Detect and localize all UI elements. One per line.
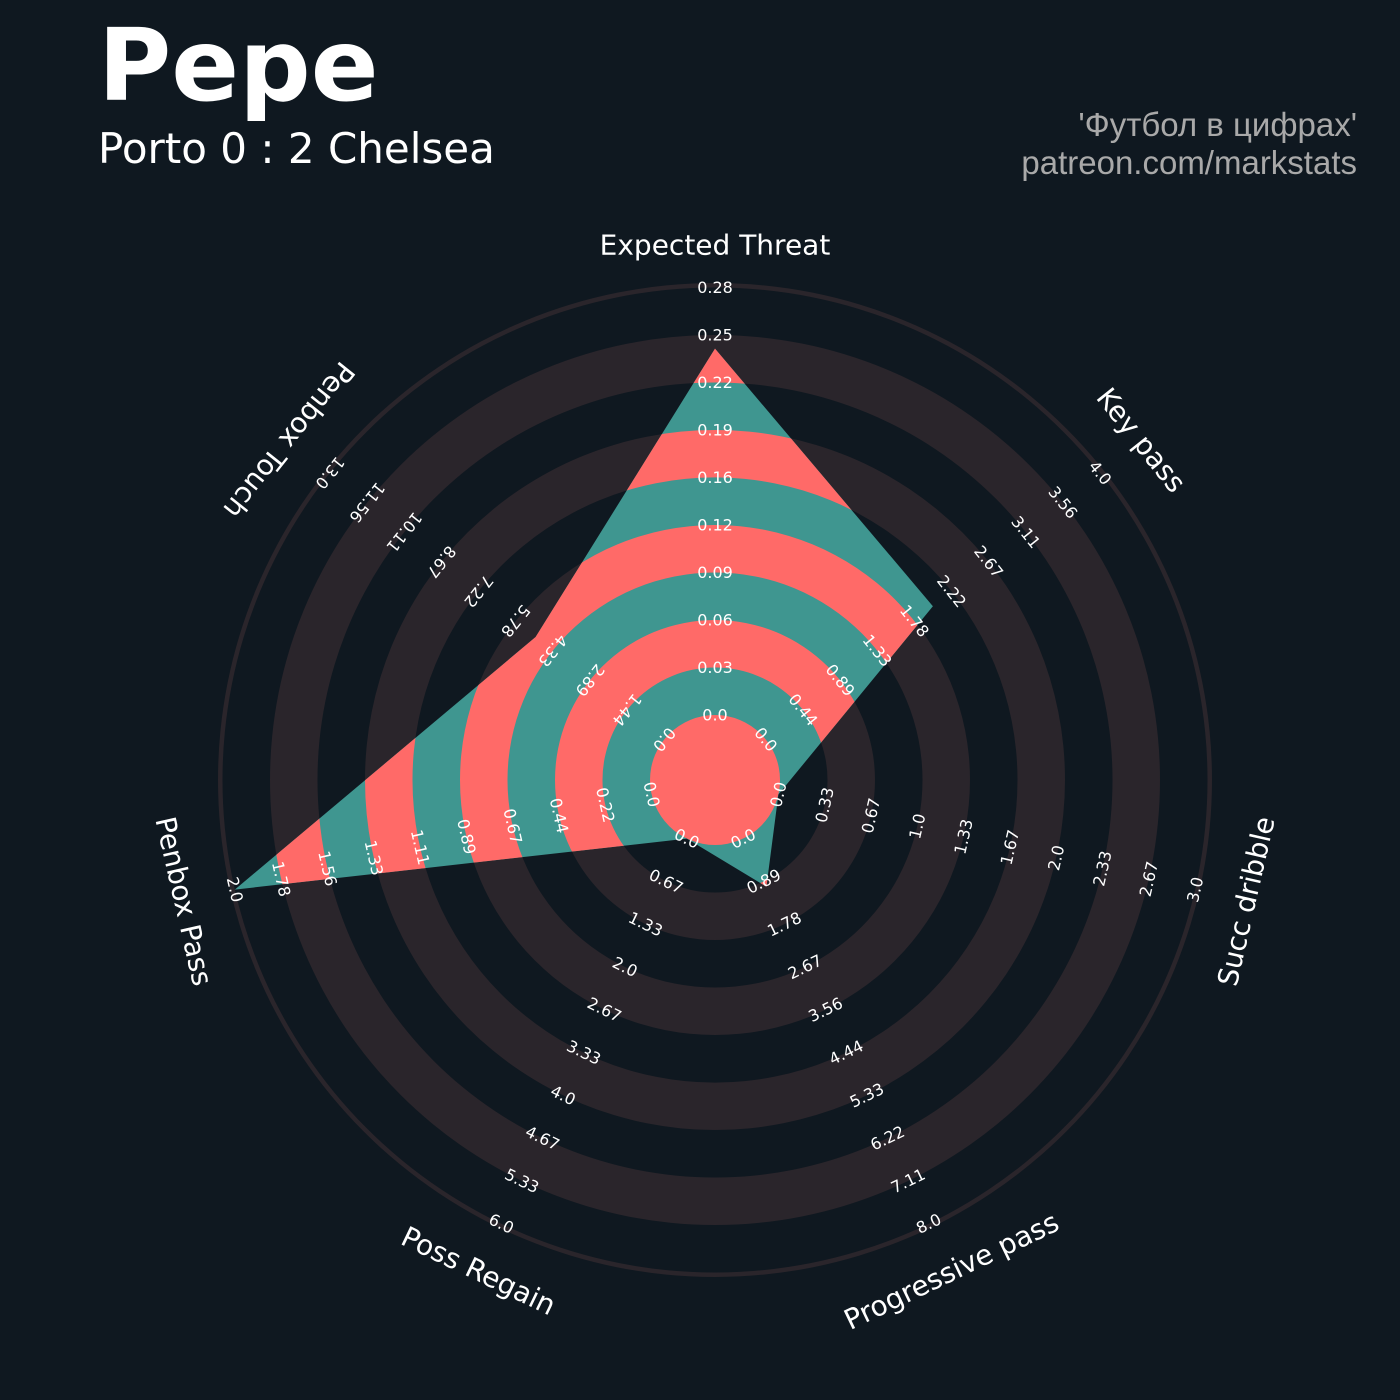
axis-label: Penbox Pass xyxy=(148,814,219,989)
center-disk xyxy=(650,715,780,845)
axis-label: Penbox Touch xyxy=(217,355,362,525)
player-name: Pepe xyxy=(98,7,379,124)
credit-block: 'Футбол в цифрах' patreon.com/markstats xyxy=(1021,106,1357,182)
tick-label: 0.19 xyxy=(697,421,733,440)
tick-label: 0.03 xyxy=(697,658,733,677)
tick-label: 0.16 xyxy=(697,468,733,487)
tick-labels: 0.00.030.060.090.120.160.190.220.250.280… xyxy=(223,278,1208,1238)
tick-label: 0.22 xyxy=(697,373,733,392)
tick-label: 3.0 xyxy=(1183,875,1207,904)
tick-label: 0.09 xyxy=(697,563,733,582)
match-score: Porto 0 : 2 Chelsea xyxy=(98,124,495,173)
credit-url: patreon.com/markstats xyxy=(1021,143,1357,181)
axis-label: Expected Threat xyxy=(600,229,831,262)
tick-label: 0.0 xyxy=(702,706,727,725)
tick-label: 0.12 xyxy=(697,516,733,535)
axis-label: Succ dribble xyxy=(1211,813,1282,989)
tick-label: 2.0 xyxy=(223,875,247,904)
tick-label: 0.28 xyxy=(697,278,733,297)
tick-label: 0.06 xyxy=(697,611,733,630)
credit-title: 'Футбол в цифрах' xyxy=(1078,106,1357,143)
tick-label: 0.25 xyxy=(697,326,733,345)
axis-label: Progressive pass xyxy=(839,1205,1064,1336)
axis-label: Poss Regain xyxy=(396,1220,561,1322)
